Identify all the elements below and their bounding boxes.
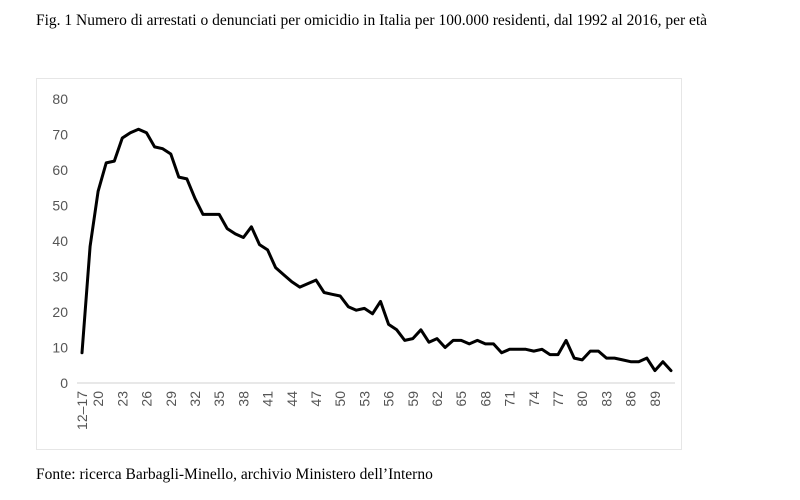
y-tick-label: 50 bbox=[52, 198, 68, 214]
x-tick-label: 59 bbox=[405, 391, 421, 407]
y-tick-label: 60 bbox=[52, 162, 68, 178]
x-tick-label: 56 bbox=[381, 391, 397, 407]
y-tick-label: 0 bbox=[60, 375, 68, 391]
x-tick-label: 20 bbox=[90, 391, 106, 407]
y-tick-label: 10 bbox=[52, 340, 68, 356]
x-tick-label: 41 bbox=[260, 391, 276, 407]
y-tick-label: 80 bbox=[52, 91, 68, 107]
y-axis: 0 10 20 30 40 50 60 70 80 bbox=[52, 91, 68, 391]
x-tick-label: 62 bbox=[429, 391, 445, 407]
x-axis: 12–17 20 23 26 29 32 35 38 41 44 47 50 53 56 59 62 65 68 7… bbox=[74, 391, 663, 430]
source-note: Fonte: ricerca Barbagli-Minello, archivi… bbox=[36, 466, 433, 483]
x-tick-label: 44 bbox=[284, 391, 300, 407]
x-tick-label: 89 bbox=[647, 391, 663, 407]
x-tick-label: 68 bbox=[477, 391, 493, 407]
y-tick-label: 40 bbox=[52, 233, 68, 249]
series-line bbox=[80, 127, 673, 373]
y-tick-label: 70 bbox=[52, 127, 68, 143]
x-tick-label: 77 bbox=[550, 391, 566, 407]
x-tick-label: 50 bbox=[332, 391, 348, 407]
x-tick-label: 35 bbox=[211, 391, 227, 407]
x-tick-label: 86 bbox=[623, 391, 639, 407]
x-tick-label: 74 bbox=[526, 391, 542, 407]
x-tick-label: 47 bbox=[308, 391, 324, 407]
x-tick-label: 65 bbox=[453, 391, 469, 407]
x-tick-label: 38 bbox=[235, 391, 251, 407]
x-tick-label: 71 bbox=[502, 391, 518, 407]
x-tick-label: 29 bbox=[163, 391, 179, 407]
x-tick-label: 80 bbox=[574, 391, 590, 407]
x-tick-label: 83 bbox=[598, 391, 614, 407]
y-tick-label: 30 bbox=[52, 269, 68, 285]
y-tick-label: 20 bbox=[52, 304, 68, 320]
x-tick-label: 53 bbox=[356, 391, 372, 407]
x-tick-label: 23 bbox=[114, 391, 130, 407]
chart-area: 0 10 20 30 40 50 60 70 80 12–17 20 23 26 29 32 35 38 41 4… bbox=[36, 78, 682, 450]
x-tick-label: 12–17 bbox=[74, 391, 90, 430]
figure-caption: Fig. 1 Numero di arrestati o denunciati … bbox=[36, 12, 708, 29]
x-tick-label: 26 bbox=[139, 391, 155, 407]
x-tick-label: 32 bbox=[187, 391, 203, 407]
